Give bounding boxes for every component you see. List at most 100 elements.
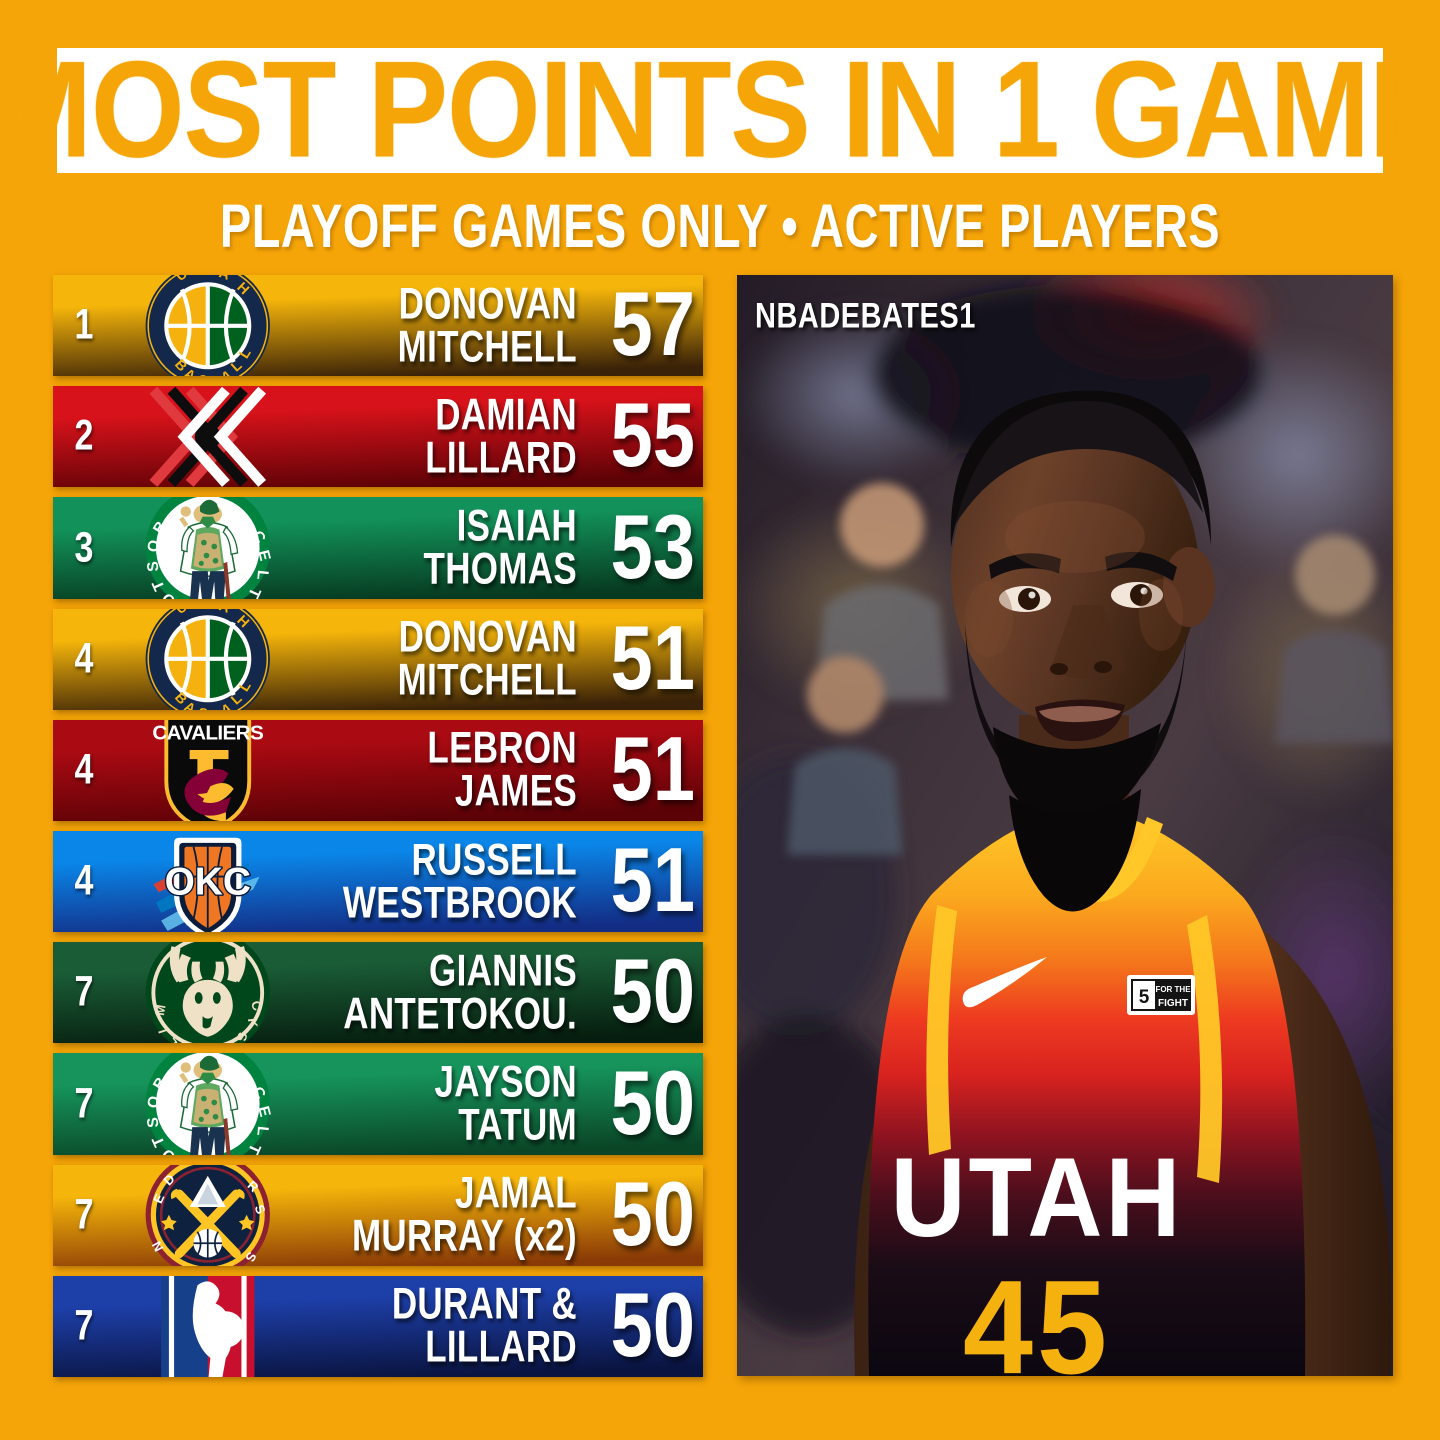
player-name-line1: DAMIAN bbox=[435, 389, 577, 440]
player-name-line2: MITCHELL bbox=[397, 321, 577, 372]
points-value: 55 bbox=[610, 386, 695, 487]
player-name: DONOVAN MITCHELL bbox=[397, 612, 577, 705]
player-name-line2: MITCHELL bbox=[397, 655, 577, 705]
points-value: 51 bbox=[610, 719, 695, 821]
leaderboard-row[interactable]: 3 B O S T O N C E L T I C S bbox=[53, 497, 703, 599]
player-name-line2: THOMAS bbox=[423, 544, 577, 594]
team-logo-milwaukee-bucks: M I L S K C bbox=[115, 942, 300, 1044]
points-value: 57 bbox=[610, 275, 695, 376]
team-logo-boston-celtics: B O S T O N C E L T I C S bbox=[115, 1053, 300, 1155]
leaderboard-row[interactable]: 4 OKC RUSSELL WESTBROOK 51 bbox=[53, 831, 703, 933]
player-name-line1: JAMAL bbox=[454, 1168, 577, 1218]
svg-text:A: A bbox=[219, 701, 235, 710]
svg-text:E: E bbox=[254, 1105, 272, 1119]
player-name-line2: LILLARD bbox=[425, 1322, 577, 1373]
svg-text:T: T bbox=[200, 609, 209, 612]
svg-text:L: L bbox=[163, 1035, 180, 1043]
leaderboard-row[interactable]: 4 CAVALIERS LEBRON JAMES 51 bbox=[53, 719, 703, 822]
player-name-line2: MURRAY (x2) bbox=[351, 1211, 577, 1261]
rank-number: 4 bbox=[74, 634, 94, 683]
player-name: JAYSON TATUM bbox=[434, 1057, 577, 1150]
player-name: ISAIAH THOMAS bbox=[423, 501, 577, 594]
svg-text:O: O bbox=[159, 589, 180, 598]
rank-number: 7 bbox=[74, 1079, 94, 1128]
player-name: DONOVAN MITCHELL bbox=[397, 278, 577, 372]
svg-text:T: T bbox=[200, 275, 209, 278]
svg-text:O: O bbox=[144, 539, 163, 554]
leaderboard-row[interactable]: 7 B O S T O N C E L T I C S bbox=[53, 1053, 703, 1155]
name-score-group: DAMIAN LILLARD 55 bbox=[300, 386, 703, 487]
name-score-group: DONOVAN MITCHELL 57 bbox=[300, 275, 703, 376]
rank-number: 7 bbox=[74, 968, 94, 1016]
svg-text:O: O bbox=[144, 1095, 163, 1110]
svg-text:A: A bbox=[181, 699, 198, 709]
leaderboard-row[interactable]: 7 M I L S K C GIANNIS ANTETOKOU. 50 bbox=[53, 942, 703, 1044]
page-subtitle: PLAYOFF GAMES ONLY • ACTIVE PLAYERS bbox=[219, 191, 1221, 261]
name-score-group: ISAIAH THOMAS 53 bbox=[300, 497, 703, 598]
page-title: MOST POINTS IN 1 GAME bbox=[0, 33, 1440, 187]
svg-text:FOR THE: FOR THE bbox=[1155, 985, 1191, 994]
points-value: 51 bbox=[610, 608, 695, 710]
name-score-group: DONOVAN MITCHELL 51 bbox=[300, 609, 703, 710]
title-banner: MOST POINTS IN 1 GAME bbox=[0, 42, 1440, 178]
svg-text:OKC: OKC bbox=[164, 861, 250, 904]
leaderboard-row[interactable]: 2 DAMIAN LILLARD 55 bbox=[53, 386, 703, 488]
svg-text:45: 45 bbox=[963, 1252, 1111, 1376]
player-name-line1: JAYSON bbox=[434, 1057, 577, 1107]
svg-text:5: 5 bbox=[1139, 987, 1150, 1008]
rank-number: 1 bbox=[74, 301, 94, 349]
player-name-line1: GIANNIS bbox=[429, 945, 577, 996]
name-score-group: DURANT & LILLARD 50 bbox=[300, 1276, 703, 1377]
player-name-line2: ANTETOKOU. bbox=[343, 989, 577, 1039]
svg-text:FIGHT: FIGHT bbox=[1158, 998, 1188, 1009]
points-value: 50 bbox=[610, 1053, 695, 1154]
svg-text:S: S bbox=[196, 372, 209, 376]
player-name-line2: TATUM bbox=[458, 1100, 577, 1150]
player-photo: 5 FOR THE FIGHT UTAH 45 bbox=[737, 275, 1393, 1376]
player-name-line2: LILLARD bbox=[425, 432, 577, 483]
points-value: 53 bbox=[610, 497, 695, 598]
svg-text:L: L bbox=[253, 1126, 271, 1138]
svg-text:T: T bbox=[244, 585, 264, 598]
svg-text:M: M bbox=[152, 1003, 169, 1016]
team-logo-utah-jazz: U T A H B A S A L L bbox=[115, 608, 300, 710]
svg-text:UTAH: UTAH bbox=[890, 1135, 1183, 1261]
player-name: RUSSELL WESTBROOK bbox=[342, 837, 577, 928]
svg-text:U: U bbox=[173, 275, 191, 285]
svg-text:T: T bbox=[244, 1141, 264, 1154]
header: MOST POINTS IN 1 GAME PLAYOFF GAMES ONLY… bbox=[0, 0, 1440, 268]
leaderboard-row[interactable]: 7 D E N R S S JAMAL MURRAY (x2) 50 bbox=[53, 1164, 703, 1266]
player-name-line1: DONOVAN bbox=[398, 612, 577, 662]
svg-text:CAVALIERS: CAVALIERS bbox=[152, 721, 264, 744]
player-name-line2: JAMES bbox=[454, 766, 577, 817]
svg-text:A: A bbox=[216, 275, 231, 284]
rank-number: 4 bbox=[74, 857, 94, 905]
svg-text:L: L bbox=[253, 570, 271, 582]
player-name-line1: DONOVAN bbox=[398, 278, 577, 329]
team-logo-oklahoma-city-thunder: OKC bbox=[115, 831, 300, 933]
player-name-line1: ISAIAH bbox=[456, 501, 577, 551]
svg-text:S: S bbox=[144, 561, 162, 573]
team-logo-cleveland-cavaliers: CAVALIERS bbox=[115, 719, 300, 822]
svg-text:S: S bbox=[196, 706, 209, 710]
svg-text:E: E bbox=[254, 549, 272, 563]
points-value: 51 bbox=[610, 831, 695, 932]
rank-number: 7 bbox=[74, 1190, 94, 1239]
rank-number: 7 bbox=[74, 1302, 94, 1350]
svg-text:U: U bbox=[173, 609, 191, 619]
svg-text:O: O bbox=[159, 1145, 180, 1154]
team-logo-utah-jazz: U T A H B A S A L L bbox=[115, 275, 300, 377]
player-name: DURANT & LILLARD bbox=[392, 1282, 577, 1373]
player-name: LEBRON JAMES bbox=[427, 723, 577, 817]
player-name-line1: LEBRON bbox=[427, 723, 577, 774]
points-value: 50 bbox=[610, 1275, 695, 1377]
leaderboard-row[interactable]: 7 DURANT & LILLARD 50 bbox=[53, 1275, 703, 1378]
team-logo-denver-nuggets: D E N R S S bbox=[115, 1164, 300, 1266]
name-score-group: GIANNIS ANTETOKOU. 50 bbox=[300, 942, 703, 1043]
player-photo-panel: 5 FOR THE FIGHT UTAH 45 bbox=[737, 275, 1393, 1376]
svg-text:S: S bbox=[144, 1117, 162, 1129]
player-name-line2: WESTBROOK bbox=[342, 877, 577, 928]
